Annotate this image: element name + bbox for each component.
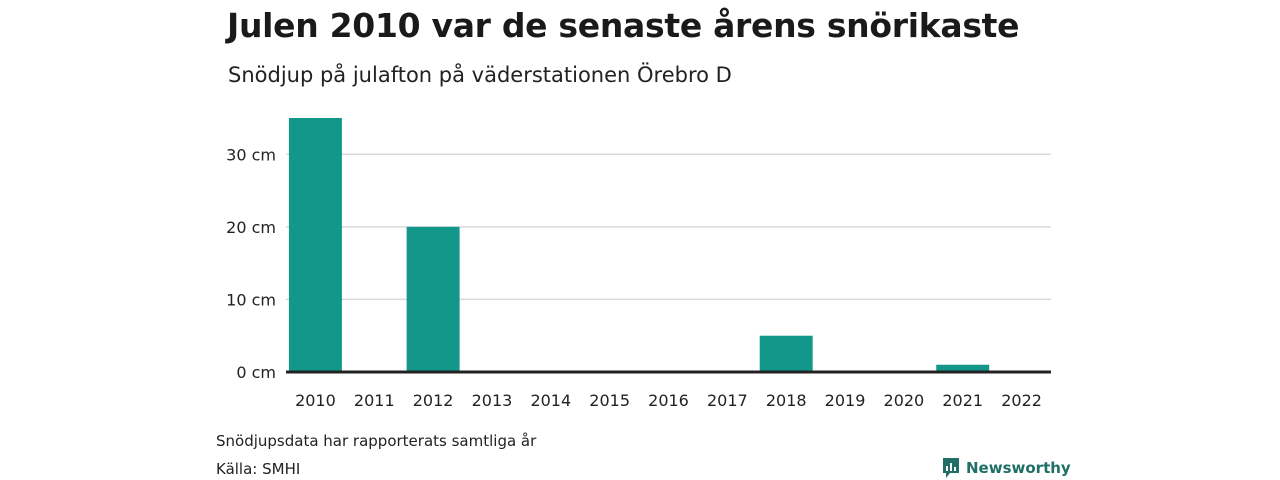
- source-note: Källa: SMHI: [216, 460, 301, 478]
- y-tick-label: 20 cm: [226, 218, 276, 237]
- x-tick-label: 2019: [825, 391, 866, 410]
- x-tick-label: 2010: [295, 391, 336, 410]
- brand-name: Newsworthy: [966, 459, 1071, 477]
- x-tick-label: 2017: [707, 391, 748, 410]
- bars: [288, 118, 990, 372]
- bar-2010: [288, 118, 342, 372]
- y-tick-label: 10 cm: [226, 290, 276, 309]
- brand-logo: Newsworthy: [942, 457, 1071, 479]
- bar-2021: [936, 364, 990, 372]
- x-tick-label: 2018: [766, 391, 807, 410]
- y-axis-ticks: 0 cm 10 cm 20 cm 30 cm: [226, 145, 276, 382]
- y-tick-label: 30 cm: [226, 145, 276, 164]
- x-axis-ticks: 2010 2011 2012 2013 2014 2015 2016 2017 2018 2019…: [295, 391, 1042, 410]
- x-tick-label: 2016: [648, 391, 689, 410]
- x-tick-label: 2015: [589, 391, 630, 410]
- x-tick-label: 2011: [354, 391, 395, 410]
- bar-2012: [406, 226, 460, 372]
- chart-title: Julen 2010 var de senaste årens snörikas…: [227, 6, 1020, 45]
- x-tick-label: 2014: [530, 391, 571, 410]
- chart-bubble-icon: [943, 458, 959, 478]
- x-tick-label: 2013: [472, 391, 513, 410]
- footnote: Snödjupsdata har rapporterats samtliga å…: [216, 432, 537, 450]
- x-tick-label: 2020: [884, 391, 925, 410]
- x-tick-label: 2012: [413, 391, 454, 410]
- gridlines: [286, 153, 1051, 301]
- x-tick-label: 2021: [942, 391, 983, 410]
- bar-2018: [759, 335, 813, 372]
- y-tick-label: 0 cm: [236, 363, 276, 382]
- x-tick-label: 2022: [1001, 391, 1042, 410]
- chart-subtitle: Snödjup på julafton på väderstationen Ör…: [228, 63, 732, 87]
- bar-chart: 0 cm 10 cm 20 cm 30 cm 2010 2011 2012 2013 2014…: [226, 118, 1051, 410]
